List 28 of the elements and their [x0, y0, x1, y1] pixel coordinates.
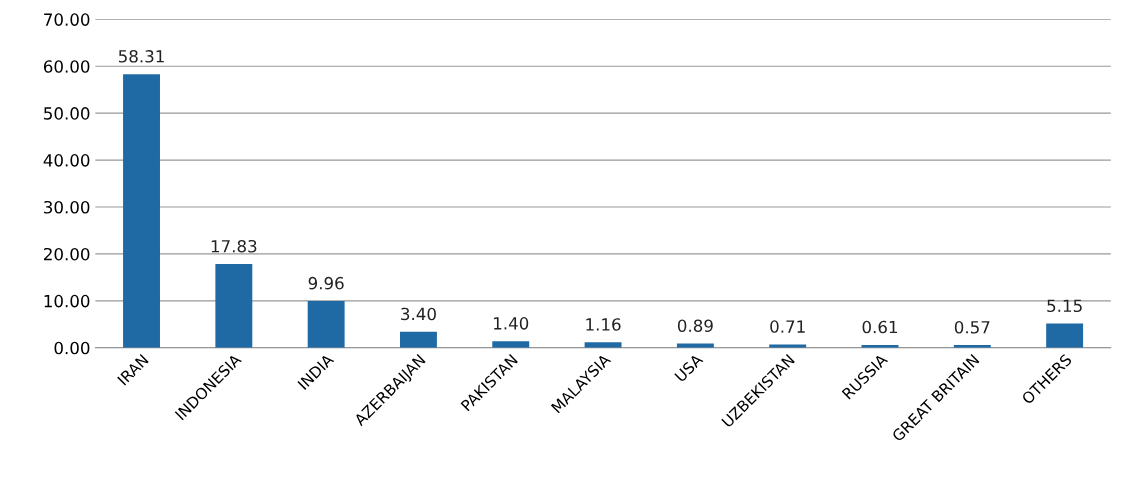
data-label: 1.40 [494, 317, 529, 330]
bar [492, 341, 530, 348]
bar [769, 344, 807, 348]
data-label: 0.61 [862, 320, 898, 334]
y-tick-label: 20.00 [44, 247, 90, 261]
y-tick-label: 70.00 [44, 13, 90, 26]
data-label: 58.31 [118, 50, 164, 63]
y-tick-label: 10.00 [44, 294, 90, 308]
y-tick-label: 30.00 [44, 200, 90, 214]
data-label: 0.71 [770, 320, 805, 333]
y-tick-label: 50.00 [44, 107, 90, 120]
bar [1046, 323, 1084, 348]
bar [399, 331, 437, 348]
bar [307, 301, 345, 348]
data-label: 1.16 [586, 318, 621, 331]
data-label: 3.40 [401, 307, 436, 321]
y-tick-label: 60.00 [43, 60, 90, 73]
y-tick-label: 0.00 [54, 341, 90, 355]
data-label: 0.89 [677, 319, 713, 333]
bar [584, 342, 622, 348]
data-label: 5.15 [1047, 299, 1082, 313]
x-tick-label: USA [674, 352, 704, 383]
data-label: 17.83 [211, 239, 257, 253]
data-label: 9.96 [308, 276, 344, 290]
y-tick-label: 40.00 [43, 154, 90, 167]
data-label: 0.57 [954, 320, 990, 334]
bar [123, 74, 160, 348]
bar [215, 264, 253, 348]
